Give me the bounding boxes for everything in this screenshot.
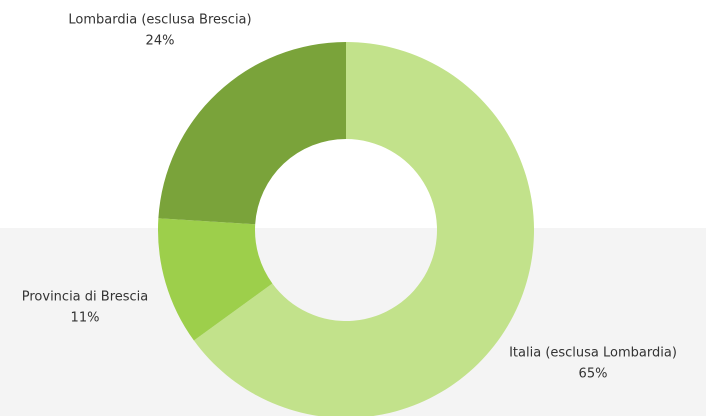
donut-slice bbox=[193, 42, 534, 416]
slice-label: Italia (esclusa Lombardia) bbox=[509, 346, 677, 361]
slice-value-label: 65% bbox=[579, 367, 608, 382]
slice-value-label: 11% bbox=[71, 311, 100, 326]
slice-value-label: 24% bbox=[146, 34, 175, 49]
donut-slice bbox=[158, 42, 346, 225]
slice-label: Provincia di Brescia bbox=[22, 290, 149, 305]
donut-slice bbox=[158, 218, 273, 341]
slice-label: Lombardia (esclusa Brescia) bbox=[68, 13, 251, 28]
